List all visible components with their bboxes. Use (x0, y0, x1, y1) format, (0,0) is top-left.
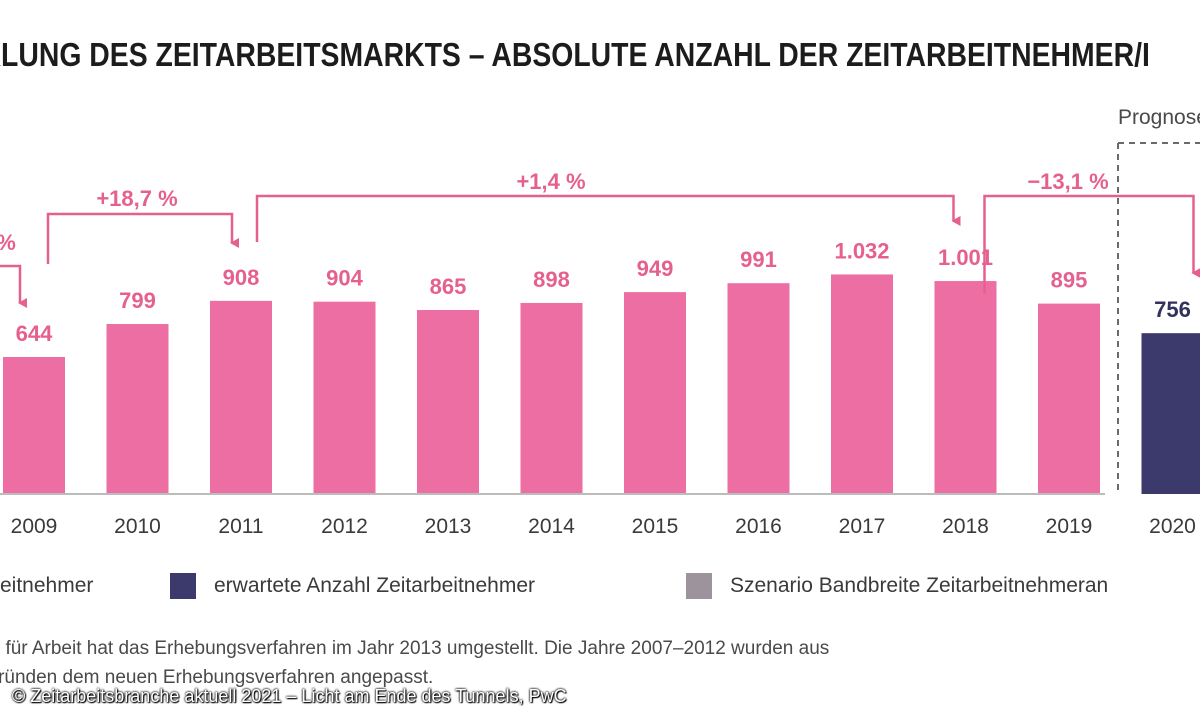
change-label: % (0, 230, 16, 255)
change-arrow (255, 194, 961, 242)
category-label-2011: 2011 (218, 515, 263, 538)
bar-2018 (934, 281, 997, 494)
bar-2012 (313, 301, 376, 494)
value-label-2012: 904 (326, 266, 363, 291)
footnote-line-1: tur für Arbeit hat das Erhebungsverfahre… (0, 638, 830, 659)
copyright-caption: © Zeitarbeitsbranche aktuell 2021 – Lich… (12, 686, 567, 706)
change-arrow (46, 212, 239, 264)
legend: eitnehmer erwartete Anzahl Zeitarbeitneh… (0, 572, 1200, 602)
change-label: −13,1 % (1027, 169, 1108, 194)
value-label-2014: 898 (533, 267, 570, 292)
value-label-2011: 908 (223, 265, 260, 290)
category-label-2014: 2014 (528, 515, 575, 538)
bar-2013 (417, 309, 479, 494)
value-label-2015: 949 (637, 256, 674, 281)
bar-2020 (1141, 333, 1200, 494)
change-label: +1,4 % (516, 169, 585, 194)
legend-label-scenario: Szenario Bandbreite Zeitarbeitnehmeran (730, 574, 1109, 597)
value-label-2010: 799 (119, 288, 156, 313)
axis-layer: 2009 2010 2011 2012 2013 2014 2015 2016 2017 2018… (0, 106, 1200, 538)
annotations-layer: % +18,7 % +1,4 % −13,1 % (0, 169, 1200, 308)
bar-2015 (624, 292, 686, 494)
category-label-2018: 2018 (942, 515, 989, 538)
category-label-2016: 2016 (735, 515, 782, 538)
bar-2016 (727, 283, 790, 494)
category-label-2013: 2013 (425, 515, 472, 538)
category-label-2012: 2012 (321, 515, 368, 538)
category-label-2010: 2010 (114, 515, 161, 538)
bar-2010 (106, 324, 169, 494)
value-label-2013: 865 (430, 274, 467, 299)
change-arrow (983, 194, 1200, 294)
legend-label-actual: eitnehmer (0, 574, 94, 597)
bar-2014 (520, 302, 583, 494)
category-label-2019: 2019 (1046, 515, 1093, 538)
category-label-2015: 2015 (632, 515, 679, 538)
forecast-label: Prognose (1118, 106, 1200, 129)
value-label-2019: 895 (1051, 268, 1088, 293)
legend-label-expected: erwartete Anzahl Zeitarbeitnehmer (214, 574, 535, 597)
chart-title: CKLUNG DES ZEITARBEITSMARKTS – ABSOLUTE … (0, 36, 1150, 73)
category-label-2009: 2009 (11, 515, 58, 538)
change-annotation-187: +18,7 % (46, 186, 239, 264)
value-label-2017: 1.032 (834, 238, 889, 263)
change-arrow (0, 264, 27, 308)
footnote: tur für Arbeit hat das Erhebungsverfahre… (0, 634, 1200, 692)
legend-swatch-expected (170, 573, 196, 599)
value-label-2020: 756 (1154, 297, 1191, 322)
change-annotation-14: +1,4 % (255, 169, 961, 242)
bar-2019 (1038, 303, 1100, 494)
legend-swatch-scenario (686, 573, 712, 599)
category-label-2020: 2020 (1149, 515, 1196, 538)
bar-2017 (831, 274, 893, 494)
change-annotation-131: −13,1 % (983, 169, 1200, 294)
bar-2009 (3, 357, 65, 494)
footnote-line-2: sgründen dem neuen Erhebungsverfahren an… (0, 667, 434, 688)
change-annotation-: % (0, 230, 27, 308)
change-label: +18,7 % (96, 186, 177, 211)
bar-2011 (210, 300, 272, 494)
value-label-2009: 644 (16, 321, 53, 346)
value-label-2016: 991 (740, 247, 777, 272)
category-label-2017: 2017 (839, 515, 886, 538)
